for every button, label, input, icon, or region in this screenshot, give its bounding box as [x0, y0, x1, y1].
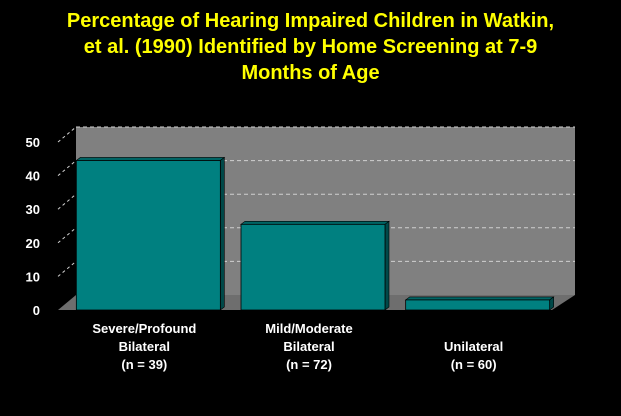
category-label: (n = 60) [451, 357, 497, 372]
chart-title-line-1: Percentage of Hearing Impaired Children … [66, 10, 555, 32]
category-label: (n = 39) [121, 357, 167, 372]
gridline-diagonal [57, 126, 77, 143]
gridline-diagonal [57, 227, 77, 244]
category-label: Unilateral [444, 339, 503, 354]
bar-front [405, 299, 551, 311]
gridline-diagonal [57, 261, 77, 277]
category-labels: Severe/Profound Bilateral (n = 39) Mild/Mod… [92, 321, 503, 372]
chart-title-line-3: Months of Age [241, 62, 380, 84]
y-tick-label: 10 [26, 269, 40, 284]
bar [240, 220, 390, 311]
bar-side [220, 156, 225, 311]
y-tick-label: 50 [26, 135, 40, 150]
category-label: Bilateral [283, 339, 334, 354]
gridline-diagonal [57, 193, 77, 210]
category-label: Mild/Moderate [265, 321, 352, 336]
category-label: (n = 72) [286, 357, 332, 372]
y-tick-label: 40 [26, 169, 40, 184]
bars [75, 156, 555, 311]
bar-front [240, 223, 386, 311]
chart-title: Percentage of Hearing Impaired Children … [0, 8, 621, 86]
chart-title-line-2: et al. (1990) Identified by Home Screeni… [83, 36, 538, 58]
gridlines [57, 126, 575, 277]
bar-side [384, 220, 390, 311]
bar-front [75, 160, 221, 311]
y-axis-ticks: 0 10 20 30 40 50 [26, 135, 40, 318]
gridline-diagonal [57, 160, 77, 176]
category-label: Severe/Profound [92, 321, 196, 336]
category-label: Bilateral [119, 339, 170, 354]
bar-top [404, 296, 555, 301]
y-tick-label: 20 [26, 236, 40, 251]
y-tick-label: 30 [26, 202, 40, 217]
bar-top [75, 157, 226, 161]
y-tick-label: 0 [33, 303, 40, 318]
bar [75, 156, 226, 311]
bar-top [240, 221, 390, 225]
bar [404, 296, 555, 311]
